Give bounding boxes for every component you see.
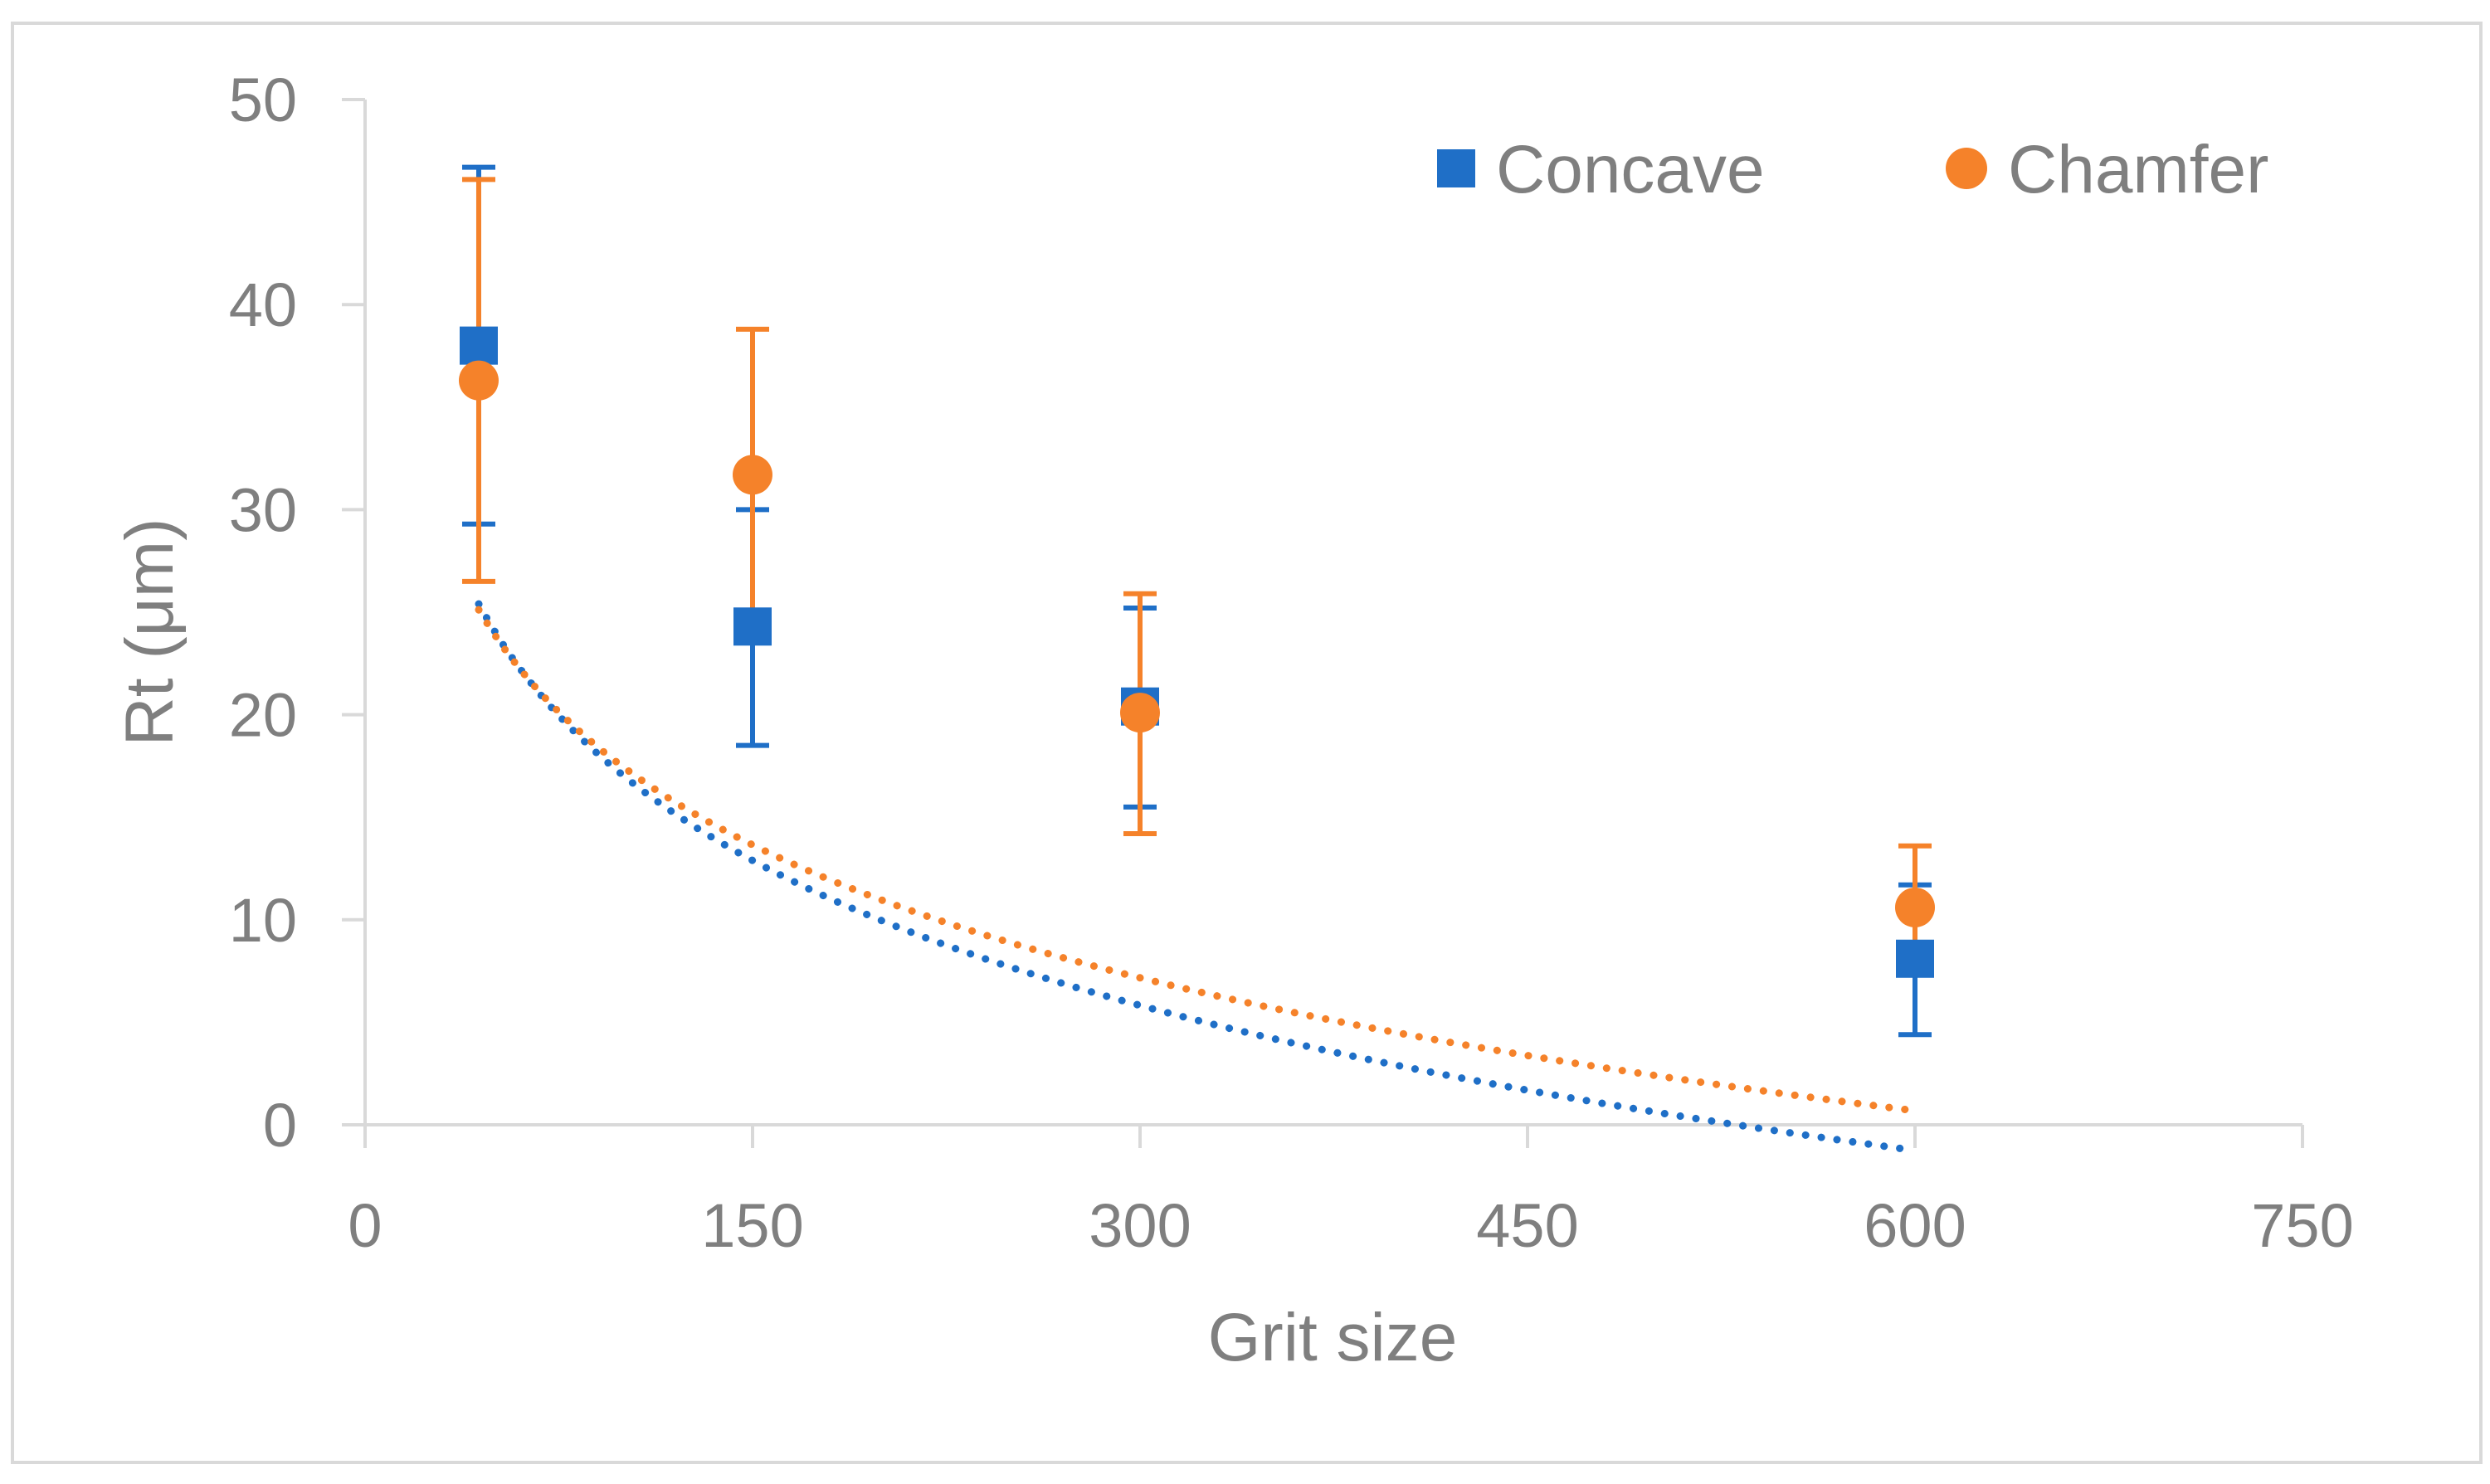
y-tick-label: 20 <box>229 681 297 750</box>
data-point-chamfer <box>458 360 499 401</box>
data-point-concave <box>733 607 772 646</box>
data-point-concave <box>1896 939 1934 978</box>
legend-label-chamfer: Chamfer <box>2008 132 2268 207</box>
x-tick-label: 300 <box>1089 1191 1191 1260</box>
data-markers <box>458 326 1935 978</box>
x-tick-label: 0 <box>348 1191 382 1260</box>
x-tick-label: 750 <box>2251 1191 2353 1260</box>
legend-label-concave: Concave <box>1496 132 1765 207</box>
y-tick-label: 50 <box>229 66 297 134</box>
y-axis-title: Rt (μm) <box>112 518 188 747</box>
y-tick-label: 10 <box>229 886 297 955</box>
x-axis-title: Grit size <box>1208 1300 1458 1375</box>
data-point-chamfer <box>1895 887 1935 927</box>
y-tick-label: 0 <box>263 1091 297 1160</box>
y-tick-label: 30 <box>229 475 297 544</box>
data-point-concave <box>459 326 498 365</box>
trendline-concave <box>475 600 1919 1155</box>
legend: Concave Chamfer <box>1437 132 2268 207</box>
x-tick-label: 450 <box>1476 1191 1578 1260</box>
y-tick-label: 40 <box>229 270 297 339</box>
chart-border <box>11 22 2483 1464</box>
data-point-chamfer <box>733 455 772 495</box>
legend-marker-concave <box>1437 149 1475 187</box>
x-tick-label: 600 <box>1864 1191 1966 1260</box>
data-point-chamfer <box>1120 693 1160 733</box>
axes: 0 150 300 450 600 750 0 10 20 30 40 50 <box>229 66 2354 1260</box>
trendlines <box>475 600 1919 1155</box>
legend-marker-chamfer <box>1946 148 1987 189</box>
x-tick-label: 150 <box>701 1191 803 1260</box>
